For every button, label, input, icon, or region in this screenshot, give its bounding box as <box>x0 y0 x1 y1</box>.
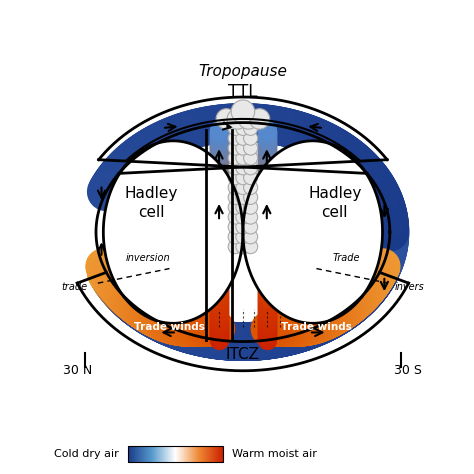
Circle shape <box>228 181 242 194</box>
Circle shape <box>236 191 250 204</box>
Circle shape <box>244 141 258 155</box>
Circle shape <box>228 191 242 204</box>
Text: Warm moist air: Warm moist air <box>232 449 317 459</box>
Text: Hadley
cell: Hadley cell <box>308 186 362 219</box>
Circle shape <box>236 230 250 244</box>
Circle shape <box>236 171 250 185</box>
Circle shape <box>244 210 258 224</box>
Ellipse shape <box>243 141 383 323</box>
Circle shape <box>228 141 242 155</box>
Circle shape <box>236 151 250 165</box>
Circle shape <box>228 121 242 136</box>
Ellipse shape <box>103 141 243 323</box>
Circle shape <box>236 240 250 254</box>
Text: Cold dry air: Cold dry air <box>54 449 118 459</box>
Circle shape <box>236 181 250 194</box>
Text: ITCZ: ITCZ <box>226 347 260 362</box>
Circle shape <box>228 161 242 175</box>
Circle shape <box>244 171 258 185</box>
Text: Tropopause: Tropopause <box>199 64 287 79</box>
Circle shape <box>244 230 258 244</box>
Text: Hadley
cell: Hadley cell <box>124 186 178 219</box>
Circle shape <box>236 220 250 234</box>
Circle shape <box>244 191 258 204</box>
Circle shape <box>228 210 242 224</box>
Circle shape <box>228 220 242 234</box>
Circle shape <box>228 230 242 244</box>
Circle shape <box>228 200 242 214</box>
Circle shape <box>238 109 259 129</box>
Circle shape <box>244 181 258 194</box>
Circle shape <box>236 210 250 224</box>
Circle shape <box>244 151 258 165</box>
Text: TTL: TTL <box>228 82 258 100</box>
Circle shape <box>236 200 250 214</box>
Circle shape <box>236 121 250 136</box>
Text: invers: invers <box>395 282 425 292</box>
Text: Trade winds: Trade winds <box>134 322 205 332</box>
Circle shape <box>244 220 258 234</box>
Text: 30 N: 30 N <box>63 365 92 377</box>
Circle shape <box>236 161 250 175</box>
Circle shape <box>244 240 258 254</box>
Circle shape <box>231 100 255 123</box>
Circle shape <box>216 109 237 129</box>
Circle shape <box>244 131 258 145</box>
Circle shape <box>236 141 250 155</box>
Text: trade: trade <box>61 282 87 292</box>
Text: Trade: Trade <box>333 253 360 263</box>
Circle shape <box>228 151 242 165</box>
Circle shape <box>244 200 258 214</box>
Circle shape <box>228 131 242 145</box>
Circle shape <box>236 131 250 145</box>
Text: 30 S: 30 S <box>394 365 422 377</box>
Circle shape <box>249 109 270 129</box>
Text: Trade winds: Trade winds <box>281 322 352 332</box>
Circle shape <box>244 121 258 136</box>
Circle shape <box>227 109 248 129</box>
Circle shape <box>244 161 258 175</box>
Circle shape <box>228 171 242 185</box>
Text: inversion: inversion <box>125 253 170 263</box>
Circle shape <box>228 240 242 254</box>
